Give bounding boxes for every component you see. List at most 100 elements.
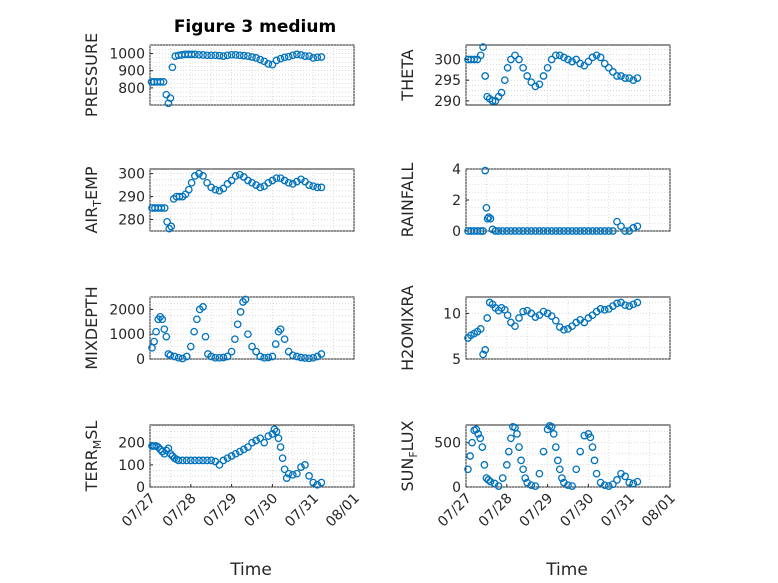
data-point <box>560 325 568 334</box>
data-point <box>182 456 191 465</box>
data-point <box>568 227 576 235</box>
data-point <box>500 76 509 85</box>
data-point <box>503 63 512 72</box>
data-point <box>235 51 244 60</box>
data-point <box>473 227 482 235</box>
y-tick-label: 1000 <box>109 47 145 63</box>
x-axis-label: Time <box>229 560 272 580</box>
data-point <box>174 353 183 362</box>
data-point <box>301 461 309 469</box>
data-point <box>305 354 313 363</box>
data-point <box>203 178 211 187</box>
data-point <box>609 68 617 76</box>
data-point <box>165 224 174 233</box>
data-point <box>313 53 322 62</box>
subplot-2: 290 295 300 THETA <box>398 43 671 110</box>
data-point <box>539 227 548 235</box>
data-point <box>248 342 256 351</box>
y-tick-label: 295 <box>434 73 461 89</box>
x-tick-label: 07/30 <box>557 491 597 531</box>
data-point <box>543 63 552 72</box>
data-point <box>215 461 224 469</box>
data-point <box>244 52 252 60</box>
data-point <box>231 449 240 458</box>
data-point <box>484 476 493 484</box>
data-point <box>270 425 279 434</box>
y-tick-label: 100 <box>118 458 145 474</box>
data-point <box>256 183 265 192</box>
data-point <box>604 482 613 490</box>
data-point <box>276 174 285 183</box>
data-point <box>600 481 609 490</box>
data-point <box>584 227 593 235</box>
data-point <box>190 327 198 336</box>
data-point <box>590 456 599 465</box>
data-point <box>195 456 203 465</box>
data-point <box>152 327 160 336</box>
data-point <box>301 52 309 60</box>
data-point <box>547 312 556 320</box>
data-point <box>531 82 540 91</box>
data-point <box>219 52 228 60</box>
data-point <box>305 181 313 189</box>
data-point <box>482 203 491 212</box>
data-point <box>207 183 216 192</box>
data-point <box>227 50 236 59</box>
data-point <box>588 53 597 62</box>
data-point <box>309 182 318 191</box>
x-axis-label: Time <box>545 560 588 580</box>
data-point <box>474 430 483 438</box>
data-point <box>235 447 244 456</box>
data-point <box>199 51 207 59</box>
data-point <box>293 469 301 478</box>
x-tick-label: 08/01 <box>323 491 363 531</box>
y-tick-label: 2000 <box>109 302 145 318</box>
data-point <box>519 63 527 72</box>
data-point <box>268 60 277 69</box>
data-point <box>592 51 601 60</box>
data-point <box>260 353 269 362</box>
data-point <box>288 180 297 188</box>
data-point <box>497 88 506 97</box>
data-point <box>600 227 609 235</box>
data-point <box>466 452 474 460</box>
data-point <box>211 185 220 194</box>
data-point <box>498 474 507 482</box>
data-point <box>297 51 305 59</box>
y-axis-label: RAINFALL <box>398 163 417 238</box>
subplot-3: 280 290 300 AIRTEMP <box>82 166 355 234</box>
data-point <box>227 347 236 356</box>
data-point <box>486 477 495 486</box>
data-point <box>239 51 248 60</box>
data-point <box>199 303 207 311</box>
data-point <box>231 172 240 180</box>
subplot-8: 0 500 SUNFLUX 07/27 07/28 07/29 07/30 07/31 08/0… <box>398 420 679 580</box>
data-point <box>613 72 621 80</box>
data-point <box>239 445 248 454</box>
data-point <box>244 443 252 451</box>
data-point <box>150 337 158 346</box>
data-point <box>527 78 536 87</box>
x-tick-label: 07/29 <box>517 491 557 531</box>
data-point <box>280 335 289 344</box>
y-axis-label: THETA <box>398 49 417 101</box>
x-tick-label: 07/31 <box>598 491 638 531</box>
data-point <box>280 465 289 474</box>
data-point <box>163 217 171 226</box>
data-point <box>159 78 168 86</box>
data-point <box>580 318 589 327</box>
data-point <box>174 456 183 465</box>
data-point <box>276 325 285 334</box>
data-point <box>166 94 175 102</box>
data-point <box>521 474 530 482</box>
data-point <box>572 55 581 64</box>
data-point <box>617 72 625 80</box>
chart-title: Figure 3 medium <box>174 17 336 37</box>
data-point <box>282 474 291 482</box>
data-point <box>199 172 207 180</box>
data-point <box>280 176 289 185</box>
data-point <box>268 352 277 361</box>
data-point <box>560 53 568 62</box>
data-point <box>481 346 490 354</box>
data-point <box>551 443 560 451</box>
